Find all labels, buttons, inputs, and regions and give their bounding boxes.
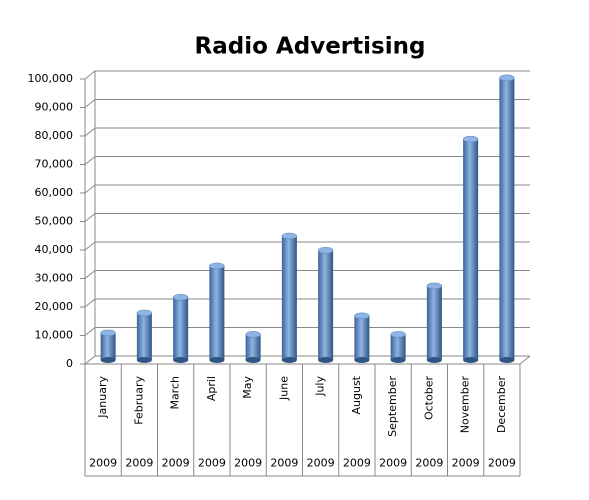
y-tick-label: 30,000 [35, 272, 74, 285]
x-group-label: 2009 [89, 457, 117, 470]
x-tick-label: August [350, 375, 363, 414]
bar [317, 247, 334, 363]
bar-top [462, 135, 479, 143]
bar-base [390, 357, 406, 363]
bar-top [390, 331, 406, 338]
bar-body [318, 250, 334, 360]
grid-line [84, 213, 530, 222]
grid-line [84, 270, 530, 279]
y-tick-label: 90,000 [35, 101, 74, 114]
x-tick-label: May [241, 376, 254, 399]
grid-line [84, 327, 530, 336]
x-group-label: 2009 [270, 457, 298, 470]
bar-base [499, 357, 515, 363]
bar-base [354, 357, 370, 363]
x-group-label: 2009 [379, 457, 407, 470]
x-tick-label: March [169, 376, 182, 410]
y-tick-label: 40,000 [35, 243, 74, 256]
x-group-label: 2009 [343, 457, 371, 470]
grid-line [84, 298, 530, 308]
bar [499, 74, 515, 363]
x-tick-label: January [96, 376, 109, 419]
bar [354, 312, 370, 363]
bar [462, 135, 479, 363]
grid-line [84, 99, 530, 108]
floor-line [519, 355, 531, 365]
x-tick-label: February [132, 376, 145, 425]
y-tick-label: 60,000 [35, 186, 74, 199]
y-tick-label: 0 [66, 357, 73, 370]
bar [245, 331, 261, 363]
grid-line [84, 355, 530, 365]
bar-base [209, 357, 225, 363]
x-group-label: 2009 [452, 457, 480, 470]
x-group-label: 2009 [415, 457, 443, 470]
x-tick-label: June [277, 376, 290, 401]
bar-base [136, 357, 152, 363]
bar-body [463, 139, 479, 360]
bar-top [354, 312, 370, 320]
grid-line [84, 241, 530, 251]
bar-body [426, 285, 442, 360]
bar-base [463, 357, 479, 363]
bar-body [209, 265, 225, 360]
bar [390, 331, 406, 363]
bar-top [281, 232, 298, 240]
x-tick-label: September [386, 376, 399, 437]
y-tick-label: 80,000 [35, 129, 74, 142]
bar-base [100, 357, 116, 363]
x-tick-label: October [422, 376, 435, 420]
bar [136, 309, 153, 363]
bar-top [499, 74, 515, 82]
x-tick-label: July [314, 376, 327, 397]
x-group-label: 2009 [198, 457, 226, 470]
bar-top [209, 262, 225, 270]
bar-top [172, 294, 189, 301]
chart-title: Radio Advertising [195, 34, 426, 60]
y-tick-label: 100,000 [28, 72, 74, 85]
bar [172, 294, 189, 363]
bar-base [318, 357, 334, 363]
bar-body [281, 236, 297, 360]
bar [281, 232, 298, 363]
bar-base [426, 357, 442, 363]
bar-body [100, 332, 116, 360]
x-group-label: 2009 [307, 457, 335, 470]
bar-body [173, 297, 189, 360]
grid-line [84, 184, 530, 194]
grid-line [84, 127, 530, 137]
bar [209, 262, 225, 363]
bar-body [136, 312, 152, 360]
y-tick-label: 50,000 [35, 215, 74, 228]
bar-base [173, 357, 189, 363]
bar-body [354, 315, 370, 360]
grid-line [84, 70, 530, 80]
bar-base [281, 357, 297, 363]
x-tick-label: December [495, 376, 508, 434]
x-group-label: 2009 [234, 457, 262, 470]
x-group-label: 2009 [488, 457, 516, 470]
bar-top [317, 247, 334, 254]
x-tick-label: April [205, 376, 218, 401]
bar-body [245, 334, 261, 360]
x-tick-label: November [459, 376, 472, 434]
y-tick-label: 70,000 [35, 158, 74, 171]
y-tick-label: 10,000 [35, 329, 74, 342]
x-group-label: 2009 [125, 457, 153, 470]
bar [426, 282, 443, 363]
bar-body [390, 334, 406, 360]
grid-line [84, 156, 530, 165]
y-tick-label: 20,000 [35, 300, 74, 313]
bar-top [426, 282, 443, 290]
bar-top [136, 309, 153, 317]
bar-top [100, 329, 116, 337]
bar [100, 329, 116, 363]
bar-top [245, 331, 261, 338]
x-group-label: 2009 [162, 457, 190, 470]
bar-base [245, 357, 261, 363]
bar-body [499, 77, 515, 360]
